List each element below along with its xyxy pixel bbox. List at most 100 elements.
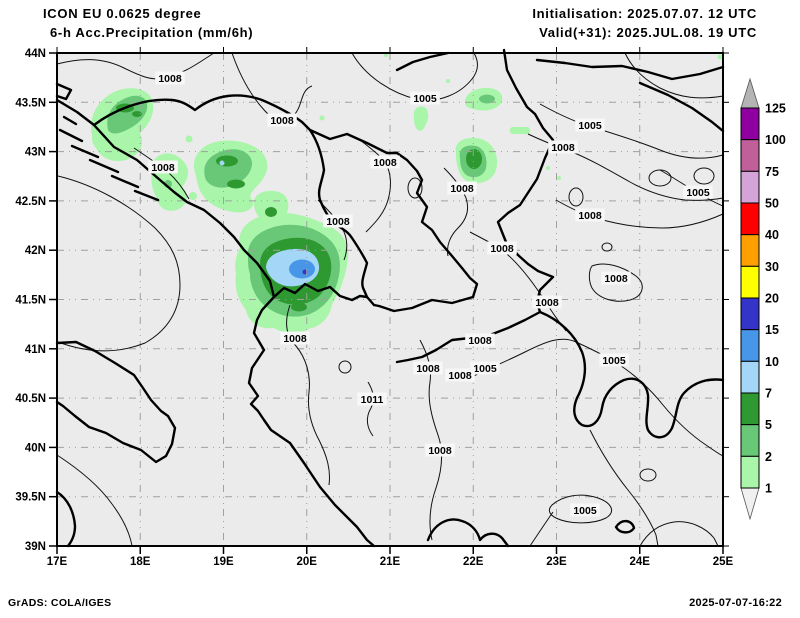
lon-label: 21E bbox=[380, 556, 401, 568]
precip-shape-g1 bbox=[319, 115, 325, 121]
contour-label: 1011 bbox=[361, 394, 384, 406]
coastline-border bbox=[535, 58, 725, 81]
contour-label: 1008 bbox=[551, 142, 575, 154]
colorbar-cell bbox=[740, 360, 760, 394]
isobar-contour-closed bbox=[568, 187, 584, 207]
precip-shape-g1 bbox=[185, 135, 193, 143]
contour-label: 1008 bbox=[283, 333, 307, 345]
coastline-border bbox=[272, 282, 376, 307]
lon-label: 23E bbox=[546, 556, 567, 568]
colorbar-label: 100 bbox=[765, 133, 786, 147]
isobar-contour-closed bbox=[648, 169, 672, 187]
contour-label: 1008 bbox=[604, 273, 628, 285]
contour-label-box bbox=[575, 208, 605, 222]
contour-label: 1005 bbox=[413, 93, 437, 105]
coastline-border bbox=[133, 189, 160, 202]
contour-label-box bbox=[447, 181, 477, 195]
colorbar-cell bbox=[740, 234, 760, 267]
colorbar-cell bbox=[740, 107, 760, 141]
isobar-contour bbox=[588, 263, 643, 302]
contour-label: 1008 bbox=[535, 297, 559, 309]
colorbar-cell bbox=[740, 202, 760, 236]
coastline-border bbox=[308, 128, 479, 299]
colorbar-cell bbox=[740, 455, 760, 489]
contour-label: 1008 bbox=[373, 157, 397, 169]
coastline-border bbox=[55, 98, 376, 548]
precip-shape-g1 bbox=[546, 166, 550, 170]
colorbar-label: 10 bbox=[765, 355, 779, 369]
coastline-border bbox=[496, 48, 555, 304]
precip-shape-g1 bbox=[509, 127, 531, 134]
lon-label: 18E bbox=[130, 556, 151, 568]
precip-shape-g3 bbox=[291, 302, 307, 312]
contour-label: 1005 bbox=[473, 363, 497, 375]
contour-label-box bbox=[148, 160, 178, 174]
colorbar-label: 50 bbox=[765, 197, 779, 211]
colorbar-label: 30 bbox=[765, 260, 779, 274]
colorbar-label: 20 bbox=[765, 292, 779, 306]
isobar-contour-closed bbox=[601, 242, 613, 252]
contour-label-box bbox=[570, 503, 600, 517]
isobar-contour bbox=[366, 381, 374, 437]
colorbar-label: 2 bbox=[765, 450, 772, 464]
contour-label-box bbox=[413, 361, 443, 375]
init-time-label: Initialisation: 2025.07.07. 12 UTC bbox=[532, 6, 757, 21]
colorbar-arrow-top bbox=[740, 77, 760, 109]
colorbar-label: 15 bbox=[765, 323, 779, 337]
colorbar-cell bbox=[740, 265, 760, 299]
colorbar-arrow-bottom bbox=[740, 487, 760, 521]
coastline-border bbox=[62, 115, 78, 126]
contour-label-box bbox=[370, 155, 400, 169]
colorbar-cell bbox=[740, 297, 760, 331]
lon-label: 25E bbox=[713, 556, 734, 568]
grads-credit: GrADS: COLA/IGES bbox=[8, 597, 112, 609]
coastline-border bbox=[395, 51, 450, 72]
contour-label-box bbox=[532, 295, 562, 309]
field-title: 6-h Acc.Precipitation (mm/6h) bbox=[50, 25, 254, 40]
precip-shape-g3 bbox=[216, 155, 238, 167]
isobar-contour-closed bbox=[407, 177, 423, 199]
isobar-contour bbox=[359, 139, 391, 233]
colorbar-cell bbox=[740, 139, 760, 172]
lat-label: 42N bbox=[25, 245, 46, 257]
colorbar-cell bbox=[740, 329, 760, 362]
coastline-border bbox=[638, 81, 725, 133]
lat-label: 40N bbox=[25, 442, 46, 454]
lat-label: 41N bbox=[25, 344, 46, 356]
contour-label: 1005 bbox=[686, 187, 710, 199]
lat-label: 43N bbox=[25, 147, 46, 159]
contour-label-box bbox=[267, 113, 297, 127]
lat-label: 42.5N bbox=[15, 196, 46, 208]
precip-shape-g1 bbox=[717, 54, 723, 60]
contour-label-box bbox=[425, 443, 455, 457]
coastline-border bbox=[110, 174, 140, 189]
coastline-border bbox=[372, 295, 475, 313]
isobar-contour bbox=[539, 103, 724, 159]
contour-label-box bbox=[601, 271, 631, 285]
isobar-contour bbox=[57, 175, 181, 352]
contour-label-box bbox=[357, 392, 387, 406]
isobar-contour bbox=[624, 52, 724, 99]
contour-label-box bbox=[465, 333, 495, 347]
isobar-contour bbox=[639, 521, 719, 547]
coastline-border bbox=[92, 94, 369, 299]
precip-shape-g3 bbox=[132, 111, 142, 117]
contour-label-box bbox=[445, 368, 475, 382]
contour-label-box bbox=[683, 185, 713, 199]
contour-label-box bbox=[599, 353, 629, 367]
model-title: ICON EU 0.0625 degree bbox=[43, 6, 202, 21]
precip-shape-g3 bbox=[466, 149, 482, 169]
isobar-contour-closed bbox=[338, 360, 352, 374]
precip-shape-g1 bbox=[413, 106, 429, 131]
isobar-contour bbox=[351, 52, 478, 101]
creation-timestamp: 2025-07-07-16:22 bbox=[689, 597, 782, 609]
coastline-border bbox=[55, 340, 177, 464]
contour-label: 1008 bbox=[270, 115, 294, 127]
isobar-contour bbox=[56, 52, 215, 80]
colorbar-label: 40 bbox=[765, 228, 779, 242]
lon-label: 19E bbox=[213, 556, 234, 568]
contour-label: 1008 bbox=[578, 210, 602, 222]
lat-label: 43.5N bbox=[15, 97, 46, 109]
colorbar-label: 5 bbox=[765, 418, 772, 432]
